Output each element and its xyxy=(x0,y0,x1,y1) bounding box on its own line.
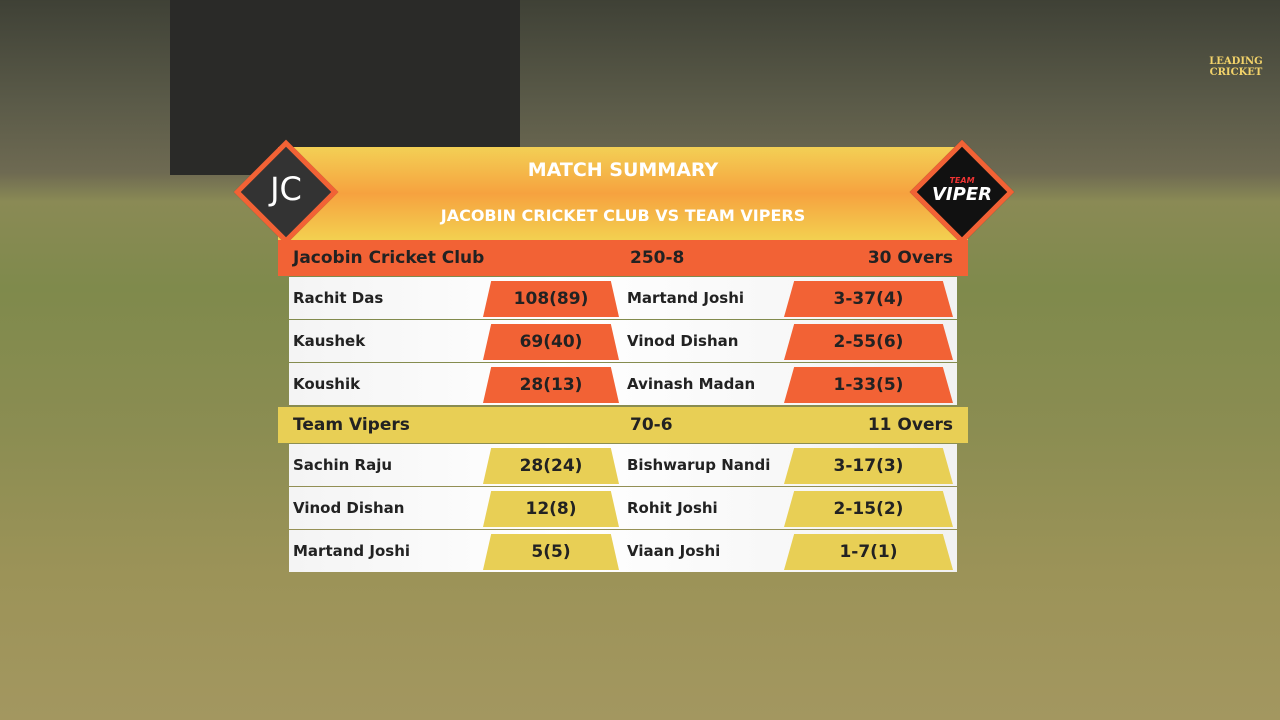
team-name: Jacobin Cricket Club xyxy=(293,248,485,268)
bowler-name: Avinash Madan xyxy=(627,375,756,393)
player-row: Sachin Raju 28(24) Bishwarup Nandi 3-17(3) xyxy=(289,444,957,486)
bowler-name: Viaan Joshi xyxy=(627,542,721,560)
batter-score: 69(40) xyxy=(483,324,619,360)
bowler-figures: 2-55(6) xyxy=(784,324,953,360)
bowler-figures: 3-37(4) xyxy=(784,281,953,317)
team-row: Team Vipers 70-6 11 Overs xyxy=(278,407,968,443)
net xyxy=(170,0,520,175)
bowler-figures: 1-33(5) xyxy=(784,367,953,403)
batter-score: 28(13) xyxy=(483,367,619,403)
right-logo: VIPER xyxy=(932,184,992,205)
player-row: Kaushek 69(40) Vinod Dishan 2-55(6) xyxy=(289,320,957,362)
right-logo-top: TEAM xyxy=(949,176,975,185)
player-row: Rachit Das 108(89) Martand Joshi 3-37(4) xyxy=(289,277,957,319)
bowler-figures: 2-15(2) xyxy=(784,491,953,527)
team-overs: 30 Overs xyxy=(867,248,953,268)
bowler-figures: 3-17(3) xyxy=(784,448,953,484)
broadcaster-logo: LEADING CRICKET xyxy=(1209,56,1263,78)
batter-name: Rachit Das xyxy=(293,289,384,307)
team-overs: 11 Overs xyxy=(867,415,953,435)
left-logo: JC xyxy=(270,170,302,208)
batter-score: 108(89) xyxy=(483,281,619,317)
header: MATCH SUMMARY JACOBIN CRICKET CLUB VS TE… xyxy=(278,147,968,240)
batter-name: Martand Joshi xyxy=(293,542,411,560)
team-name: Team Vipers xyxy=(293,415,410,435)
batter-score: 28(24) xyxy=(483,448,619,484)
batter-name: Kaushek xyxy=(293,332,366,350)
team-row: Jacobin Cricket Club 250-8 30 Overs xyxy=(278,240,968,276)
player-row: Martand Joshi 5(5) Viaan Joshi 1-7(1) xyxy=(289,530,957,572)
player-row: Vinod Dishan 12(8) Rohit Joshi 2-15(2) xyxy=(289,487,957,529)
team-score: 70-6 xyxy=(630,415,673,435)
bowler-figures: 1-7(1) xyxy=(784,534,953,570)
subtitle: JACOBIN CRICKET CLUB VS TEAM VIPERS xyxy=(440,206,806,225)
batter-score: 12(8) xyxy=(483,491,619,527)
bowler-name: Bishwarup Nandi xyxy=(627,456,771,474)
player-row: Koushik 28(13) Avinash Madan 1-33(5) xyxy=(289,363,957,405)
batter-name: Vinod Dishan xyxy=(293,499,405,517)
bowler-name: Martand Joshi xyxy=(627,289,745,307)
bowler-name: Rohit Joshi xyxy=(627,499,718,517)
batter-name: Sachin Raju xyxy=(293,456,393,474)
batter-score: 5(5) xyxy=(483,534,619,570)
team-score: 250-8 xyxy=(630,248,685,268)
bowler-name: Vinod Dishan xyxy=(627,332,739,350)
title: MATCH SUMMARY xyxy=(527,159,719,181)
batter-name: Koushik xyxy=(293,375,361,393)
